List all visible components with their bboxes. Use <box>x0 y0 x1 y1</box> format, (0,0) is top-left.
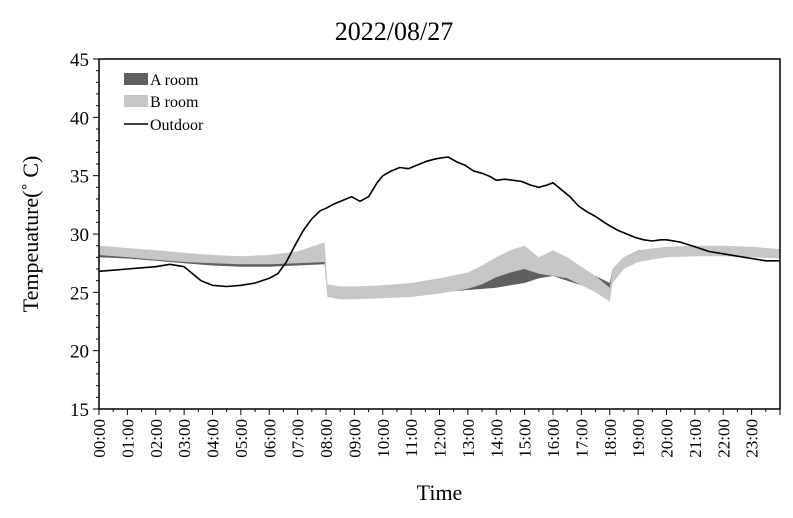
x-tick-label: 02:00 <box>147 419 166 458</box>
legend-swatch-b-room <box>124 95 148 107</box>
x-axis-label: Time <box>417 480 463 505</box>
x-tick-label: 04:00 <box>204 419 223 458</box>
chart-title: 2022/08/27 <box>335 17 453 46</box>
y-tick-label: 30 <box>70 225 89 246</box>
x-tick-label: 19:00 <box>629 419 648 458</box>
y-tick-label: 15 <box>70 400 89 421</box>
x-tick-label: 07:00 <box>289 419 308 458</box>
x-tick-label: 15:00 <box>516 419 535 458</box>
y-tick-label: 35 <box>70 167 89 188</box>
outdoor-line-group <box>98 156 780 288</box>
x-tick-label: 18:00 <box>601 419 620 458</box>
y-tick-label: 45 <box>70 50 89 71</box>
y-axis: 15 20 25 30 35 40 45 <box>70 50 99 421</box>
x-tick-label: 22:00 <box>714 419 733 458</box>
x-tick-label: 20:00 <box>658 419 677 458</box>
y-axis-label: Tempeuature(˚ C) <box>18 156 43 313</box>
x-tick-label: 17:00 <box>572 419 591 458</box>
room-bands <box>99 242 780 302</box>
y-tick-label: 40 <box>70 108 89 129</box>
x-tick-label: 06:00 <box>260 419 279 458</box>
x-tick-label: 10:00 <box>374 419 393 458</box>
legend-label-b-room: B room <box>150 94 199 111</box>
y-tick-label: 25 <box>70 283 89 304</box>
x-tick-label: 14:00 <box>487 419 506 458</box>
x-tick-label: 00:00 <box>90 419 109 458</box>
x-tick-label: 09:00 <box>345 419 364 458</box>
series-band-b-room <box>99 242 780 302</box>
x-tick-label: 05:00 <box>232 419 251 458</box>
x-tick-label: 11:00 <box>402 419 421 457</box>
x-axis: 00:00 01:00 02:00 03:00 04:00 05:00 06:00 07:00… <box>90 409 781 458</box>
legend: A room B room Outdoor <box>124 72 204 134</box>
x-tick-label: 08:00 <box>317 419 336 458</box>
plot-frame <box>98 58 781 410</box>
series-line-outdoor <box>98 156 780 288</box>
x-tick-label: 12:00 <box>431 419 450 458</box>
x-tick-label: 16:00 <box>544 419 563 458</box>
legend-label-a-room: A room <box>150 72 199 89</box>
x-tick-label: 03:00 <box>175 419 194 458</box>
legend-swatch-a-room <box>124 73 148 85</box>
x-tick-label: 13:00 <box>459 419 478 458</box>
series-band-a-room <box>99 246 780 297</box>
legend-label-outdoor: Outdoor <box>150 117 204 134</box>
y-tick-label: 20 <box>70 342 89 363</box>
plot-area <box>98 58 781 410</box>
x-tick-label: 21:00 <box>686 419 705 458</box>
x-tick-label: 01:00 <box>118 419 137 458</box>
x-tick-label: 23:00 <box>743 419 762 458</box>
